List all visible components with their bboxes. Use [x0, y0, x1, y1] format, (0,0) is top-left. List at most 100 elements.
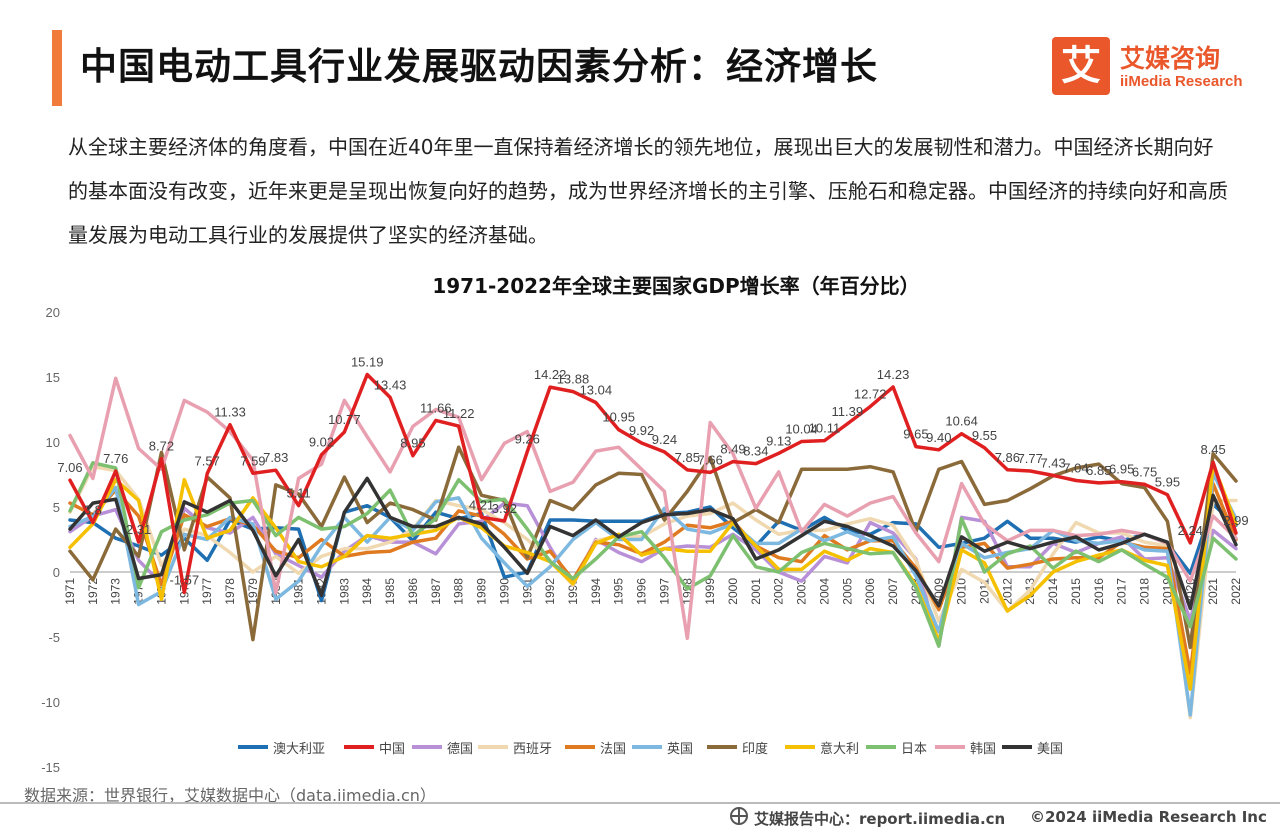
- globe-icon: [730, 807, 748, 825]
- data-label: 8.49: [720, 442, 745, 457]
- data-label: 10.95: [602, 410, 635, 425]
- legend-item: 日本: [866, 736, 927, 758]
- data-label: 13.04: [580, 382, 613, 397]
- x-tick-label: 1997: [657, 578, 671, 605]
- series-line: [68, 372, 1238, 595]
- x-tick-label: 2006: [863, 578, 877, 605]
- data-label: 7.85: [675, 450, 700, 465]
- x-tick-label: 2018: [1138, 578, 1152, 605]
- data-label: 7.59: [240, 453, 265, 468]
- footer-report-link[interactable]: 艾媒报告中心：report.iimedia.cn: [754, 810, 1006, 828]
- data-label: 9.24: [652, 432, 677, 447]
- y-tick-label: 15: [46, 370, 60, 385]
- x-tick-label: 2015: [1069, 578, 1083, 605]
- y-tick-label: 20: [46, 305, 60, 320]
- legend-item: 印度: [707, 736, 768, 758]
- legend-item: 澳大利亚: [238, 736, 325, 758]
- y-tick-label: 0: [53, 565, 60, 580]
- x-tick-label: 2017: [1115, 578, 1129, 605]
- data-label: 3.92: [492, 501, 517, 516]
- legend-item: 英国: [632, 736, 693, 758]
- data-label: 13.43: [374, 377, 407, 392]
- x-tick-label: 1973: [109, 578, 123, 605]
- data-label: 4.21: [469, 497, 494, 512]
- x-tick-label: 1996: [635, 578, 649, 605]
- data-label: 14.23: [877, 367, 910, 382]
- x-tick-label: 2012: [1000, 578, 1014, 605]
- data-label: 7.04: [1063, 460, 1088, 475]
- x-tick-label: 1987: [429, 578, 443, 605]
- series-line: [68, 376, 1238, 641]
- y-tick-label: -15: [41, 760, 60, 775]
- legend-swatch: [866, 745, 896, 749]
- page-title: 中国电动工具行业发展驱动因素分析：经济增长: [80, 45, 878, 88]
- data-label: 8.95: [400, 436, 425, 451]
- x-tick-label: 1989: [475, 578, 489, 605]
- legend-swatch: [707, 745, 737, 749]
- legend-label: 德国: [447, 741, 474, 757]
- legend-label: 美国: [1037, 741, 1064, 757]
- logo-mark: 艾: [1052, 37, 1110, 95]
- legend-label: 法国: [600, 741, 627, 757]
- data-label: 7.76: [103, 451, 128, 466]
- data-label: 10.77: [328, 412, 361, 427]
- x-tick-label: 2002: [772, 578, 786, 605]
- data-label: 7.43: [1040, 455, 1065, 470]
- x-tick-label: 1994: [589, 578, 603, 605]
- data-label: 7.06: [57, 460, 82, 475]
- data-label: 7.57: [195, 454, 220, 469]
- series-line: [68, 445, 1238, 650]
- data-label: 2.24: [1178, 523, 1203, 538]
- data-label: 3.8: [84, 503, 102, 518]
- x-tick-label: 2004: [817, 578, 831, 605]
- y-axis: 20 15 10 5 0 -5 -10 -15: [41, 305, 60, 775]
- legend-swatch: [1002, 745, 1032, 749]
- legend-item: 西班牙: [478, 736, 552, 758]
- data-label: 14.22: [534, 367, 567, 382]
- legend-item: 意大利: [785, 736, 859, 758]
- y-tick-label: 10: [46, 435, 60, 450]
- data-label: 13.88: [557, 372, 590, 387]
- x-tick-label: 1972: [86, 578, 100, 605]
- y-tick-label: -5: [48, 630, 60, 645]
- x-tick-label: 1995: [612, 578, 626, 605]
- data-label: -1.57: [169, 572, 199, 587]
- data-label: 6.95: [1109, 462, 1134, 477]
- chart-title: 1971-2022年全球主要国家GDP增长率（年百分比）: [432, 274, 919, 298]
- x-tick-label: 2016: [1092, 578, 1106, 605]
- legend-label: 西班牙: [513, 741, 553, 757]
- series-line: [68, 481, 1238, 676]
- data-label: 15.19: [351, 355, 384, 370]
- legend-swatch: [344, 745, 374, 749]
- x-tick-label: 1985: [383, 578, 397, 605]
- data-label: 7.66: [698, 452, 723, 467]
- footer: 艾媒报告中心：report.iimedia.cn ©2024 iiMedia R…: [0, 804, 1280, 832]
- x-tick-label: 2021: [1206, 578, 1220, 605]
- data-label: 11.39: [832, 404, 864, 419]
- x-tick-label: 1978: [223, 578, 237, 605]
- legend-swatch: [412, 745, 442, 749]
- x-tick-label: 1988: [452, 578, 466, 605]
- x-tick-label: 1992: [543, 578, 557, 605]
- data-label: 7.83: [263, 450, 288, 465]
- x-axis: 1971 1972 1973 1974 1975 1976 1977 1978 1979 1980…: [63, 571, 1243, 605]
- footer-divider: [0, 802, 1280, 804]
- data-label: 10.64: [945, 414, 978, 429]
- x-tick-label: 1999: [703, 578, 717, 605]
- data-label: 9.92: [629, 423, 654, 438]
- legend-label: 韩国: [970, 741, 997, 757]
- x-tick-label: 1990: [497, 578, 511, 605]
- legend-swatch: [478, 745, 508, 749]
- data-label: 2.99: [1223, 513, 1248, 528]
- x-tick-label: 2000: [726, 578, 740, 605]
- y-tick-label: -10: [41, 695, 60, 710]
- data-label: 7.86: [995, 450, 1020, 465]
- x-tick-label: 2022: [1229, 578, 1243, 605]
- x-tick-label: 1993: [566, 578, 580, 605]
- legend-item: 法国: [565, 736, 626, 758]
- data-label: 9.26: [515, 432, 540, 447]
- iimedia-logo: 艾 艾媒咨询 iiMedia Research: [1052, 37, 1258, 97]
- x-tick-label: 2001: [749, 578, 763, 605]
- x-tick-label: 1979: [246, 578, 260, 605]
- legend-swatch: [785, 745, 815, 749]
